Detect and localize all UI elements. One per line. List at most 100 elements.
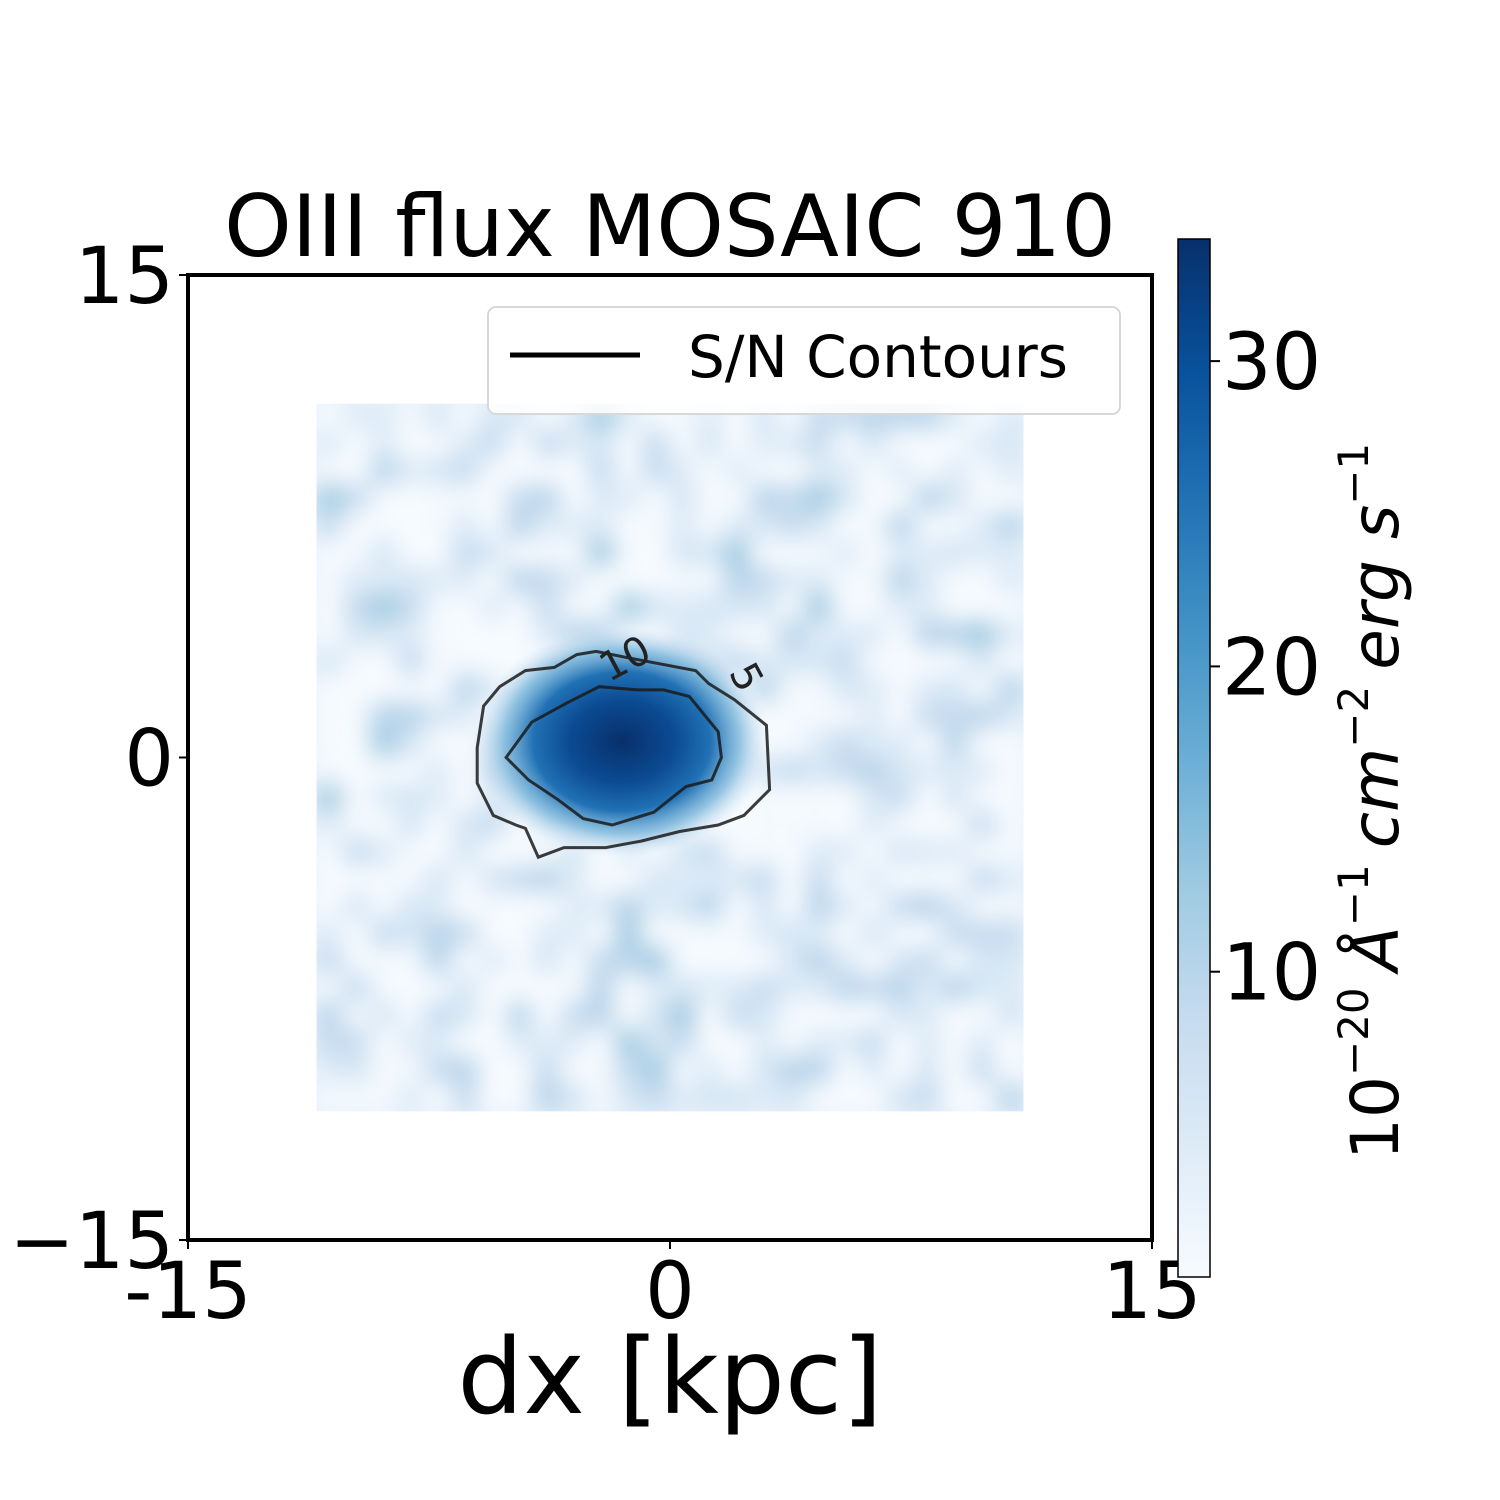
noise-pixel xyxy=(968,974,998,1004)
noise-pixel xyxy=(478,1083,508,1112)
noise-pixel xyxy=(478,919,508,950)
noise-pixel xyxy=(316,429,345,460)
noise-pixel xyxy=(397,810,427,841)
noise-patches xyxy=(316,403,1024,1112)
noise-pixel xyxy=(940,511,971,541)
noise-pixel xyxy=(505,919,536,950)
y-tick-label: 0 xyxy=(124,715,174,805)
noise-pixel xyxy=(424,729,454,759)
noise-pixel xyxy=(777,1055,807,1086)
noise-pixel xyxy=(478,947,508,977)
noise-pixel xyxy=(913,865,943,895)
noise-pixel xyxy=(913,538,943,568)
noise-pixel xyxy=(641,429,671,460)
noise-pixel xyxy=(777,838,807,868)
noise-pixel xyxy=(560,974,590,1004)
noise-pixel xyxy=(478,974,508,1004)
noise-pixel xyxy=(968,947,998,977)
noise-pixel xyxy=(886,729,916,759)
colorbar-tick-label: 10 xyxy=(1222,929,1321,1019)
noise-pixel xyxy=(804,810,835,841)
noise-pixel xyxy=(316,838,345,868)
noise-pixel xyxy=(369,620,400,650)
noise-pixel xyxy=(533,484,563,514)
cb-label-exp3: −1 xyxy=(1329,443,1378,505)
noise-pixel xyxy=(587,484,617,514)
noise-pixel xyxy=(369,865,400,895)
noise-pixel xyxy=(505,1001,536,1031)
noise-pixel xyxy=(832,674,862,705)
noise-pixel xyxy=(316,511,345,541)
noise-pixel xyxy=(478,429,508,460)
noise-pixel xyxy=(560,1028,590,1058)
noise-pixel xyxy=(886,1055,916,1086)
noise-pixel xyxy=(859,1083,889,1112)
noise-pixel xyxy=(832,919,862,950)
noise-pixel xyxy=(369,756,400,786)
noise-pixel xyxy=(316,974,345,1004)
noise-pixel xyxy=(451,1001,481,1031)
contour-lines xyxy=(475,649,772,860)
noise-pixel xyxy=(777,565,807,596)
noise-pixel xyxy=(505,593,536,623)
noise-pixel xyxy=(451,484,481,514)
noise-pixel xyxy=(397,1083,427,1112)
noise-pixel xyxy=(913,947,943,977)
noise-pixel xyxy=(560,484,590,514)
noise-pixel xyxy=(505,484,536,514)
cb-label-exp1: −1 xyxy=(1329,864,1378,926)
noise-pixel xyxy=(369,511,400,541)
noise-pixel xyxy=(342,674,372,705)
noise-pixel xyxy=(832,1083,862,1112)
noise-pixel xyxy=(614,1055,644,1086)
noise-pixel xyxy=(995,674,1024,705)
noise-pixel xyxy=(397,565,427,596)
noise-pixel xyxy=(886,865,916,895)
noise-pixel xyxy=(804,593,835,623)
noise-pixel xyxy=(478,457,508,487)
noise-pixel xyxy=(804,620,835,650)
noise-pixel xyxy=(995,538,1024,568)
noise-pixel xyxy=(777,593,807,623)
noise-pixel xyxy=(777,865,807,895)
noise-pixel xyxy=(804,1001,835,1031)
noise-pixel xyxy=(614,919,644,950)
noise-pixel xyxy=(641,457,671,487)
noise-pixel xyxy=(424,919,454,950)
noise-pixel xyxy=(723,593,753,623)
noise-pixel xyxy=(369,974,400,1004)
noise-pixel xyxy=(669,892,699,922)
noise-pixel xyxy=(940,756,971,786)
noise-pixel xyxy=(750,1083,780,1112)
noise-pixel xyxy=(669,919,699,950)
noise-pixel xyxy=(424,1055,454,1086)
noise-pixel xyxy=(505,620,536,650)
noise-pixel xyxy=(940,538,971,568)
noise-pixel xyxy=(913,484,943,514)
noise-pixel xyxy=(968,484,998,514)
cb-label-unit1: Å xyxy=(1337,926,1414,975)
noise-pixel xyxy=(424,947,454,977)
noise-pixel xyxy=(641,538,671,568)
noise-pixel xyxy=(696,1001,726,1031)
noise-pixel xyxy=(316,403,345,432)
colorbar-tick-label: 30 xyxy=(1222,318,1321,408)
noise-pixel xyxy=(832,810,862,841)
noise-pixel xyxy=(886,511,916,541)
noise-pixel xyxy=(723,1001,753,1031)
noise-pixel xyxy=(804,702,835,732)
noise-pixel xyxy=(886,1028,916,1058)
noise-pixel xyxy=(968,538,998,568)
noise-pixel xyxy=(832,702,862,732)
noise-pixel xyxy=(968,729,998,759)
noise-pixel xyxy=(560,457,590,487)
noise-pixel xyxy=(505,1083,536,1112)
noise-pixel xyxy=(750,593,780,623)
noise-pixel xyxy=(560,593,590,623)
noise-pixel xyxy=(451,429,481,460)
noise-pixel xyxy=(533,919,563,950)
noise-pixel xyxy=(505,565,536,596)
noise-pixel xyxy=(995,783,1024,813)
noise-pixel xyxy=(587,1055,617,1086)
noise-pixel xyxy=(804,756,835,786)
